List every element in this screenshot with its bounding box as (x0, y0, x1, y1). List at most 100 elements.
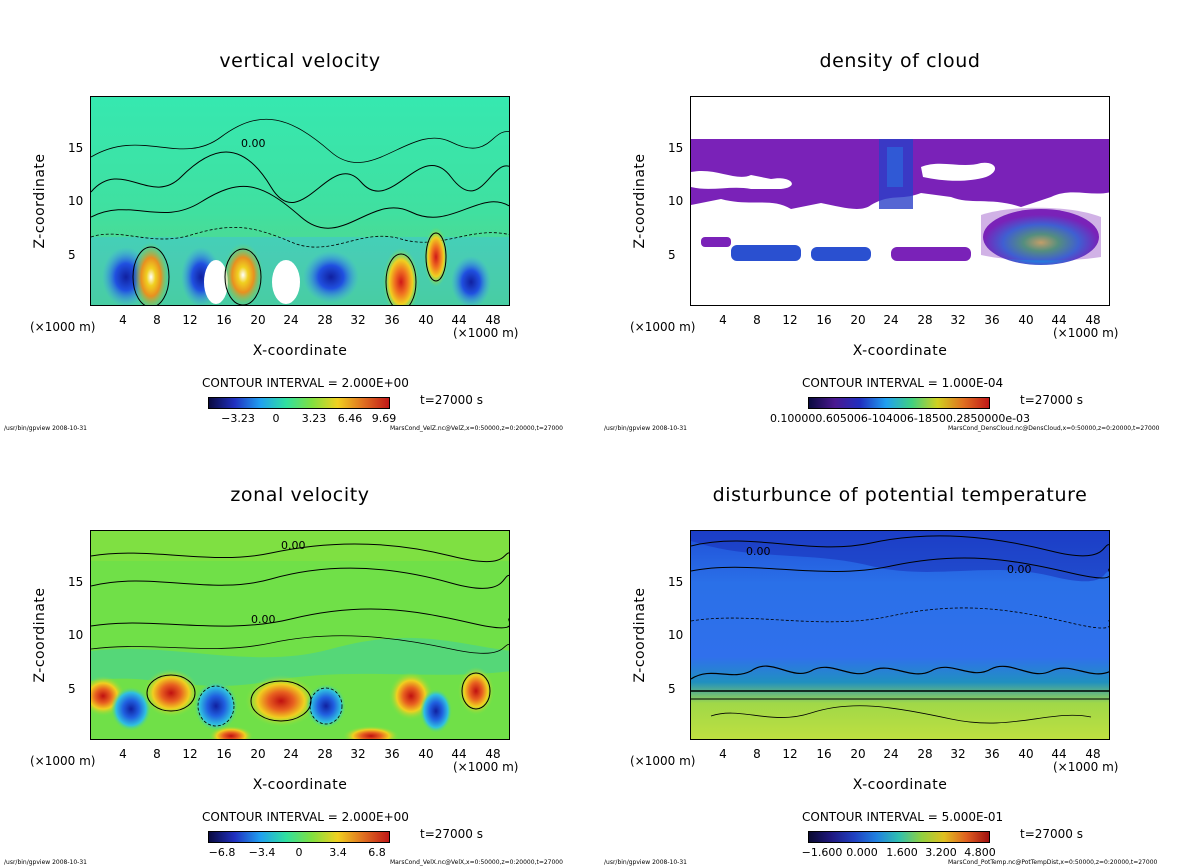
x-unit-label: (×1000 m) (453, 326, 519, 340)
x-tick: 48 (485, 747, 501, 761)
colorbar-tick: 3.23 (301, 412, 327, 425)
colorbar-tick: 0.100000.605006-104006-18500.2850000e-03 (769, 412, 1031, 425)
x-axis-label: X-coordinate (252, 777, 348, 793)
x-unit-label: (×1000 m) (1053, 760, 1119, 774)
panel-potential-temperature: disturbunce of potential temperature Z-c… (600, 434, 1200, 868)
x-tick: 4 (119, 747, 127, 761)
heatmap-zonal-velocity: 0.00 0.00 (91, 531, 509, 739)
heatmap-potential-temperature: 0.00 0.00 (691, 531, 1109, 739)
x-tick: 8 (153, 747, 161, 761)
x-tick: 12 (182, 313, 198, 327)
colorbar-tick: 9.69 (371, 412, 397, 425)
y-tick: 5 (68, 682, 76, 696)
plot-area: 0.00 0.00 (90, 530, 510, 740)
x-tick: 40 (1018, 313, 1034, 327)
time-stamp: t=27000 s (1020, 827, 1083, 841)
y-tick: 15 (668, 575, 684, 589)
x-tick: 20 (250, 747, 266, 761)
x-unit-label: (×1000 m) (630, 320, 696, 334)
x-tick: 4 (719, 747, 727, 761)
colorbar (808, 831, 990, 843)
colorbar-tick: 3.200 (925, 846, 957, 859)
colorbar-tick: −1.600 (801, 846, 843, 859)
y-tick: 15 (68, 141, 84, 155)
x-tick: 20 (850, 747, 866, 761)
colorbar (808, 397, 990, 409)
x-tick: 16 (816, 747, 832, 761)
chart-title: vertical velocity (219, 50, 381, 72)
x-tick: 16 (216, 747, 232, 761)
colorbar-tick: 4.800 (964, 846, 996, 859)
x-tick: 28 (317, 747, 333, 761)
footer-source: MarsCond_VelX.nc@VelX,x=0:50000,z=0:2000… (390, 859, 563, 866)
contour-interval: CONTOUR INTERVAL = 1.000E-04 (802, 376, 1004, 390)
colorbar-tick: 0 (272, 412, 280, 425)
colorbar (208, 831, 390, 843)
chart-title: disturbunce of potential temperature (712, 484, 1088, 506)
x-tick: 32 (950, 313, 966, 327)
x-tick: 16 (216, 313, 232, 327)
x-tick: 44 (1051, 313, 1067, 327)
x-tick: 12 (782, 313, 798, 327)
x-tick: 44 (451, 747, 467, 761)
y-tick: 10 (668, 194, 684, 208)
x-tick: 20 (250, 313, 266, 327)
colorbar-tick: 6.8 (368, 846, 386, 859)
x-tick: 12 (182, 747, 198, 761)
x-tick: 24 (883, 313, 899, 327)
time-stamp: t=27000 s (420, 393, 483, 407)
x-tick: 32 (950, 747, 966, 761)
x-tick: 28 (917, 313, 933, 327)
y-tick: 5 (68, 248, 76, 262)
x-axis-label: X-coordinate (252, 343, 348, 359)
x-tick: 36 (384, 313, 400, 327)
x-tick: 8 (153, 313, 161, 327)
x-tick: 24 (883, 747, 899, 761)
chart-title: zonal velocity (230, 484, 370, 506)
y-tick: 5 (668, 248, 676, 262)
x-unit-label: (×1000 m) (1053, 326, 1119, 340)
footer-program: /usr/bin/gpview 2008-10-31 (4, 859, 87, 866)
contour-interval: CONTOUR INTERVAL = 2.000E+00 (202, 810, 409, 824)
footer-program: /usr/bin/gpview 2008-10-31 (604, 425, 687, 432)
colorbar (208, 397, 390, 409)
x-tick: 48 (485, 313, 501, 327)
x-unit-label: (×1000 m) (630, 754, 696, 768)
y-tick: 10 (668, 628, 684, 642)
x-tick: 40 (1018, 747, 1034, 761)
x-tick: 4 (719, 313, 727, 327)
x-tick: 32 (350, 747, 366, 761)
x-tick: 36 (984, 747, 1000, 761)
colorbar-tick: 0 (295, 846, 303, 859)
footer-program: /usr/bin/gpview 2008-10-31 (604, 859, 687, 866)
x-unit-label: (×1000 m) (30, 320, 96, 334)
plot-area: 0.00 (90, 96, 510, 306)
colorbar-tick: −3.4 (248, 846, 276, 859)
x-tick: 32 (350, 313, 366, 327)
x-tick: 28 (917, 747, 933, 761)
x-axis-label: X-coordinate (852, 777, 948, 793)
x-tick: 8 (753, 313, 761, 327)
panel-zonal-velocity: zonal velocity Z-coordinate (0, 434, 600, 868)
colorbar-tick: −3.23 (221, 412, 255, 425)
contour-label: 0.00 (251, 613, 276, 626)
colorbar-tick: 1.600 (886, 846, 918, 859)
footer-source: MarsCond_DensCloud.nc@DensCloud,x=0:5000… (948, 425, 1160, 432)
x-tick: 8 (753, 747, 761, 761)
x-tick: 40 (418, 747, 434, 761)
y-tick: 15 (668, 141, 684, 155)
colorbar-tick: 3.4 (329, 846, 347, 859)
x-tick: 48 (1085, 747, 1101, 761)
contour-label: 0.00 (241, 137, 266, 150)
plot-area: 0.00 0.00 (690, 530, 1110, 740)
footer-source: MarsCond_VelZ.nc@VelZ,x=0:50000,z=0:2000… (390, 425, 563, 432)
y-tick: 15 (68, 575, 84, 589)
y-tick: 10 (68, 194, 84, 208)
x-unit-label: (×1000 m) (453, 760, 519, 774)
x-tick: 36 (984, 313, 1000, 327)
x-tick: 16 (816, 313, 832, 327)
contour-interval: CONTOUR INTERVAL = 2.000E+00 (202, 376, 409, 390)
plot-area (690, 96, 1110, 306)
x-tick: 44 (1051, 747, 1067, 761)
y-tick: 10 (68, 628, 84, 642)
